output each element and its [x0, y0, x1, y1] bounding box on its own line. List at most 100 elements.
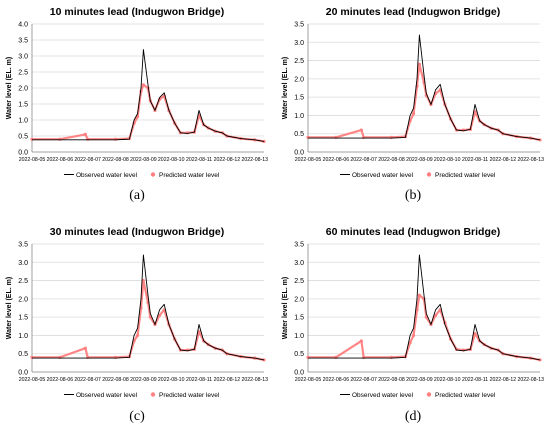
observed-series-line [32, 49, 265, 142]
predicted-point [538, 358, 542, 362]
x-tick-label: 2022-08-05 [295, 377, 322, 383]
legend-predicted-swatch [426, 172, 432, 177]
x-tick-label: 2022-08-05 [19, 157, 46, 163]
predicted-point [538, 138, 542, 142]
predicted-point [434, 313, 438, 317]
observed-series-line [308, 254, 541, 361]
y-tick-label: 2.0 [18, 296, 28, 303]
chart-panel-b: 20 minutes lead (Indugwon Bridge) 0.0 0.5 1… [278, 2, 548, 218]
chart-title: 10 minutes lead (Indugwon Bridge) [50, 6, 224, 18]
predicted-point [408, 341, 412, 345]
legend-observed-label: Observed water level [76, 392, 138, 399]
predicted-point [417, 293, 421, 297]
chart-svg-b: 20 minutes lead (Indugwon Bridge) 0.0 0.5 1… [282, 6, 544, 179]
chart-title: 20 minutes lead (Indugwon Bridge) [326, 6, 500, 18]
predicted-point [30, 137, 34, 141]
legend-predicted-swatch [150, 172, 156, 177]
predicted-point [86, 137, 90, 141]
y-tick-label: 3.0 [294, 40, 304, 47]
predicted-point [411, 333, 416, 338]
y-axis-label: Water level (EL. m) [282, 57, 289, 119]
y-axis-label: Water level (EL. m) [6, 57, 13, 119]
predicted-point [262, 358, 266, 362]
predicted-point [262, 139, 266, 144]
chart-title: 30 minutes lead (Indugwon Bridge) [50, 226, 224, 238]
x-tick-label: 2022-08-08 [378, 377, 405, 383]
x-tick-label: 2022-08-09 [406, 157, 433, 163]
y-tick-label: 3.5 [294, 242, 304, 249]
y-tick-label: 3.5 [18, 242, 28, 249]
y-tick-label: 1.5 [294, 315, 304, 322]
y-tick-label: 3.0 [18, 54, 28, 61]
y-tick-label: 3.5 [294, 22, 304, 29]
x-tick-label: 2022-08-11 [186, 377, 212, 383]
y-tick-label: 3.5 [18, 38, 28, 45]
predicted-point [83, 346, 87, 350]
chart-panel-a: 10 minutes lead (Indugwon Bridge) 0.0 0.5 1… [2, 2, 272, 218]
x-tick-label: 2022-08-13 [241, 157, 268, 163]
legend-observed-label: Observed water level [76, 172, 138, 179]
y-tick-label: 1.5 [18, 102, 28, 109]
x-tick-label: 2022-08-06 [323, 377, 350, 383]
predicted-point [158, 313, 162, 317]
predicted-series-line [308, 294, 541, 361]
y-tick-label: 3.0 [294, 260, 304, 267]
x-tick-label: 2022-08-06 [47, 157, 74, 163]
x-tick-label: 2022-08-08 [378, 157, 405, 163]
y-axis-label: Water level (EL. m) [6, 277, 13, 339]
y-tick-label: 1.0 [18, 333, 28, 340]
x-tick-label: 2022-08-09 [406, 377, 433, 383]
predicted-point [141, 278, 145, 283]
x-tick-label: 2022-08-12 [214, 377, 241, 383]
x-tick-label: 2022-08-07 [74, 157, 101, 163]
x-tick-label: 2022-08-07 [350, 157, 377, 163]
x-tick-label: 2022-08-08 [102, 377, 129, 383]
y-tick-label: 0.5 [294, 351, 304, 358]
x-tick-label: 2022-08-05 [19, 377, 46, 383]
chart-svg-d: 60 minutes lead (Indugwon Bridge) 0.0 0.5 1… [282, 226, 544, 399]
predicted-point [135, 333, 140, 338]
x-tick-label: 2022-08-13 [241, 377, 268, 383]
y-tick-label: 0.5 [18, 351, 28, 358]
caption-a: (a) [129, 188, 145, 203]
x-tick-label: 2022-08-12 [490, 377, 517, 383]
y-tick-label: 0.0 [294, 370, 304, 377]
y-tick-label: 1.5 [18, 315, 28, 322]
x-tick-label: 2022-08-08 [102, 157, 129, 163]
y-tick-label: 4.0 [18, 22, 28, 29]
x-tick-label: 2022-08-12 [214, 157, 241, 163]
x-tick-label: 2022-08-05 [295, 157, 322, 163]
legend-observed-label: Observed water level [352, 392, 414, 399]
x-tick-label: 2022-08-11 [462, 377, 488, 383]
legend-predicted-label: Predicted water level [435, 172, 496, 179]
y-tick-label: 1.0 [294, 113, 304, 120]
y-tick-label: 0.5 [294, 131, 304, 138]
x-tick-label: 2022-08-12 [490, 157, 517, 163]
y-tick-label: 3.0 [18, 260, 28, 267]
predicted-point [141, 83, 145, 87]
x-tick-label: 2022-08-11 [462, 157, 488, 163]
y-tick-label: 2.0 [18, 86, 28, 93]
caption-b: (b) [404, 188, 422, 203]
predicted-point [359, 339, 363, 343]
y-tick-label: 2.0 [294, 296, 304, 303]
predicted-point [417, 62, 421, 66]
x-tick-label: 2022-08-09 [130, 377, 157, 383]
x-tick-label: 2022-08-06 [47, 377, 74, 383]
predicted-series-line [32, 83, 265, 143]
caption-c: (c) [129, 409, 145, 424]
y-tick-label: 1.0 [294, 333, 304, 340]
chart-svg-c: 30 minutes lead (Indugwon Bridge) 0.0 0.5 1… [6, 226, 268, 399]
y-tick-label: 2.0 [294, 76, 304, 83]
predicted-point [113, 137, 118, 141]
chart-title: 60 minutes lead (Indugwon Bridge) [326, 226, 500, 238]
predicted-point [473, 332, 477, 336]
y-tick-label: 2.5 [294, 278, 304, 285]
predicted-point [411, 112, 416, 116]
y-tick-label: 2.5 [18, 278, 28, 285]
y-tick-label: 0.5 [18, 134, 28, 141]
chart-panel-c: 30 minutes lead (Indugwon Bridge) 0.0 0.5 1… [2, 222, 272, 438]
legend-observed-label: Observed water level [352, 172, 414, 179]
y-tick-label: 2.5 [18, 70, 28, 77]
x-tick-label: 2022-08-07 [350, 377, 377, 383]
